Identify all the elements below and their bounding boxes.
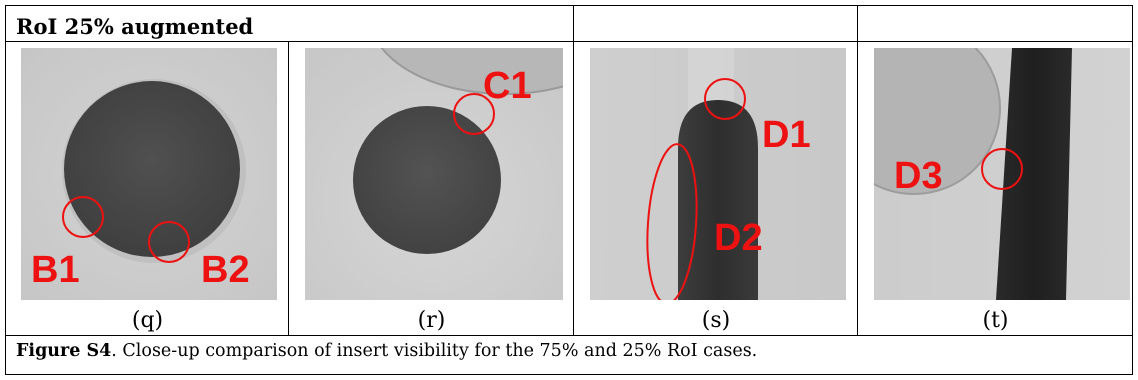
marker-label-d3: D3: [894, 155, 943, 197]
panel-q-svg: B1 B2: [21, 48, 277, 300]
figure-caption-text: . Close-up comparison of insert visibili…: [111, 341, 758, 361]
marker-ellipse-d2: [646, 143, 698, 300]
marker-circle-d1: [704, 78, 746, 120]
table-border-top: [5, 5, 1133, 6]
marker-label-b1: B1: [31, 249, 80, 291]
background-disc: [874, 48, 1001, 195]
figure-caption-label: Figure S4: [16, 341, 112, 361]
table-divider-3: [857, 5, 858, 335]
table-header-title: RoI 25% augmented: [16, 14, 254, 39]
insert-disc: [353, 106, 501, 254]
table-rule-header: [5, 41, 1133, 42]
table-divider-2: [573, 5, 574, 335]
panel-t-svg: D3: [874, 48, 1130, 300]
panel-q-image: B1 B2: [21, 48, 277, 300]
caption-r: (r): [417, 308, 446, 333]
marker-label-d2: D2: [714, 217, 763, 259]
marker-label-c1: C1: [483, 65, 532, 107]
marker-circle-b2: [148, 221, 190, 263]
caption-q: (q): [131, 308, 164, 333]
marker-circle-d3: [981, 148, 1023, 190]
figure-table: [5, 5, 1133, 375]
panel-s-svg: D1 D2: [590, 48, 846, 300]
caption-s: (s): [701, 308, 731, 333]
insert-rod: [996, 48, 1072, 300]
table-border-right: [1132, 5, 1133, 375]
marker-circle-b1: [62, 196, 104, 238]
figure-caption: Figure S4. Close-up comparison of insert…: [16, 341, 757, 361]
table-rule-captions: [5, 335, 1133, 336]
marker-circle-c1: [453, 93, 495, 135]
upper-disc-edge: [380, 48, 563, 95]
table-border-bottom: [5, 374, 1133, 375]
table-border-left: [5, 5, 6, 375]
panel-t-image: D3: [874, 48, 1130, 300]
table-divider-1: [288, 41, 289, 335]
panel-r-image: C1: [305, 48, 563, 300]
marker-label-b2: B2: [201, 249, 250, 291]
insert-disc: [64, 81, 240, 257]
panel-r-svg: C1: [305, 48, 563, 300]
caption-t: (t): [982, 308, 1009, 333]
insert-rod: [678, 100, 758, 300]
marker-label-d1: D1: [762, 114, 811, 156]
panel-s-image: D1 D2: [590, 48, 846, 300]
